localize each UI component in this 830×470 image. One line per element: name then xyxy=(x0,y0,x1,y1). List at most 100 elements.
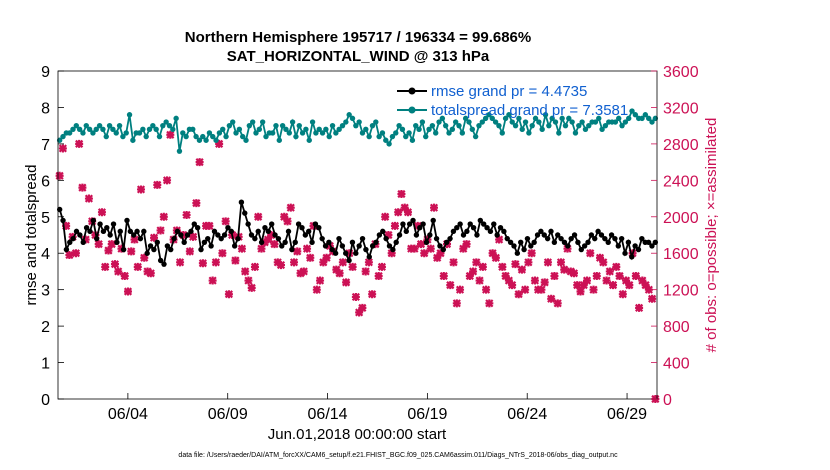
spread-point xyxy=(206,130,213,136)
rmse-point xyxy=(393,239,399,245)
obs-marker xyxy=(130,235,139,244)
obs-marker xyxy=(65,250,74,260)
obs-marker xyxy=(403,208,413,217)
y-axis-label-left: rmse and totalspread xyxy=(23,165,40,306)
rmse-point xyxy=(63,246,70,253)
spread-point xyxy=(479,119,485,125)
obs-marker xyxy=(55,171,64,180)
spread-point xyxy=(622,119,629,125)
rmse-point xyxy=(447,235,453,242)
rmse-point xyxy=(528,243,534,249)
rmse-point xyxy=(100,228,107,235)
obs-marker xyxy=(485,299,494,308)
obs-marker xyxy=(123,287,133,296)
obs-marker xyxy=(237,244,247,253)
rmse-point xyxy=(164,243,171,249)
spread-point xyxy=(645,115,652,122)
spread-point xyxy=(246,122,253,129)
obs-marker xyxy=(508,281,517,290)
rmse-point xyxy=(427,232,433,238)
rmse-point xyxy=(326,239,332,245)
series-layer xyxy=(55,108,660,404)
rmse-point xyxy=(494,232,500,238)
spread-point xyxy=(150,122,156,129)
spread-point xyxy=(439,115,446,122)
rmse-point xyxy=(649,243,655,249)
spread-point xyxy=(170,126,176,133)
spread-point xyxy=(546,122,552,129)
spread-point xyxy=(386,141,392,147)
obs-marker xyxy=(420,249,429,258)
spread-point xyxy=(223,133,229,140)
rmse-point xyxy=(339,243,346,249)
rmse-point xyxy=(87,228,93,235)
rmse-point xyxy=(595,228,601,235)
rmse-point xyxy=(356,243,362,249)
right-axis: 0 400 800 1200 1600 2000 2400 2800 3200 3600 xyxy=(651,64,699,409)
x-tick-label: 06/09 xyxy=(208,406,248,423)
rmse-point xyxy=(255,228,261,235)
rmse-point xyxy=(615,243,622,249)
obs-marker xyxy=(355,308,364,317)
spread-point xyxy=(436,119,442,125)
obs-marker xyxy=(189,232,198,241)
spread-point xyxy=(389,133,396,140)
rmse-point xyxy=(420,221,426,227)
obs-marker xyxy=(182,210,191,220)
spread-point xyxy=(472,133,479,140)
obs-marker xyxy=(400,203,409,212)
spread-point xyxy=(143,133,149,140)
rmse-point xyxy=(141,228,147,235)
spread-point xyxy=(296,122,302,129)
rmse-point xyxy=(161,261,167,267)
spread-point xyxy=(499,130,505,136)
rmse-point xyxy=(605,239,611,245)
spread-point xyxy=(549,115,555,122)
x-tick-label: 06/04 xyxy=(108,406,148,423)
rmse-point xyxy=(248,232,255,238)
obs-marker xyxy=(156,226,165,235)
rmse-point xyxy=(618,235,625,242)
obs-marker xyxy=(218,249,227,258)
obs-marker xyxy=(569,269,579,278)
y-tick-label-right: 2000 xyxy=(663,210,699,227)
obs-marker xyxy=(81,235,90,244)
rmse-point xyxy=(487,228,494,235)
rmse-point xyxy=(107,232,113,238)
obs-marker xyxy=(270,240,279,249)
rmse-point xyxy=(443,239,450,245)
x-axis-label: Jun.01,2018 00:00:00 start xyxy=(268,426,447,443)
rmse-point xyxy=(124,217,130,224)
obs-marker xyxy=(618,290,627,299)
spread-point xyxy=(93,126,99,133)
rmse-point xyxy=(242,210,248,216)
rmse-point xyxy=(608,232,615,238)
rmse-point xyxy=(548,228,554,235)
spread-point xyxy=(406,130,412,136)
obs-marker xyxy=(319,258,328,267)
rmse-point xyxy=(336,235,342,242)
obs-marker xyxy=(648,294,657,303)
spread-point xyxy=(582,126,589,133)
spread-point xyxy=(586,122,592,129)
rmse-point xyxy=(470,225,477,231)
obs-marker xyxy=(550,271,559,281)
spread-point xyxy=(516,115,522,122)
rmse-point xyxy=(285,228,292,235)
obs-marker xyxy=(436,249,445,258)
rmse-point xyxy=(507,239,514,245)
obs-marker xyxy=(387,249,396,258)
rmse-point xyxy=(544,235,551,242)
x-tick-label: 06/19 xyxy=(407,406,447,423)
spread-point xyxy=(363,126,369,133)
legend-marker-rmse xyxy=(408,87,416,95)
obs-marker xyxy=(439,271,448,281)
spread-point xyxy=(339,122,346,129)
spread-point xyxy=(116,122,123,129)
spread-point xyxy=(419,119,426,125)
obs-marker xyxy=(195,158,204,167)
spread-point xyxy=(526,130,532,136)
rmse-point xyxy=(275,235,282,242)
spread-point xyxy=(626,115,632,122)
rmse-point xyxy=(464,228,470,235)
